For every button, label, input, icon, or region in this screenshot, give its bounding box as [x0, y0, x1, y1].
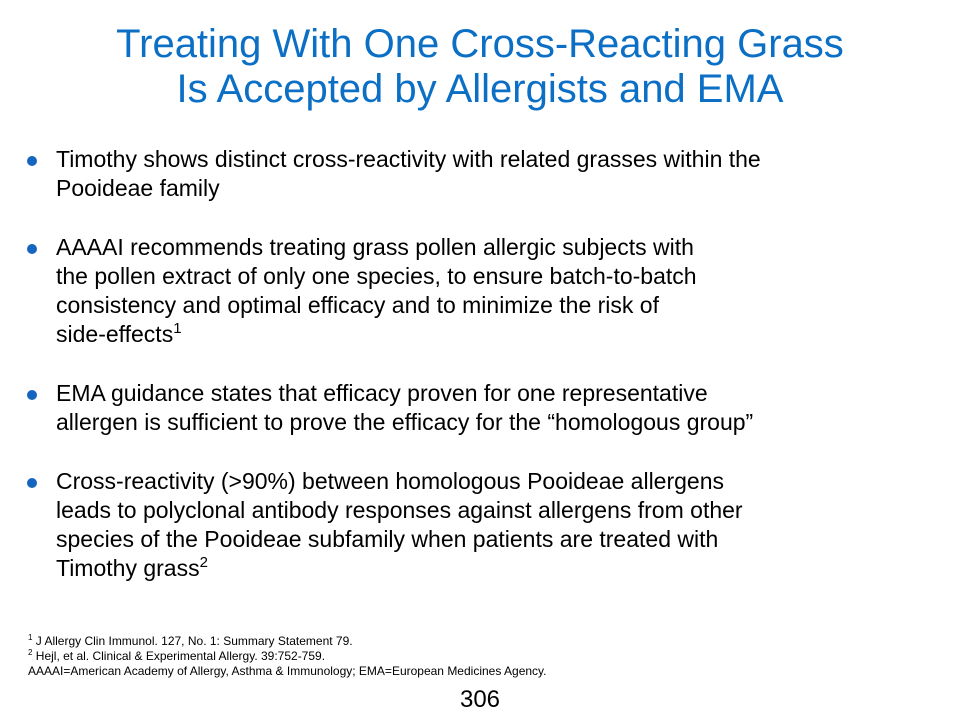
footnote-text: J Allergy Clin Immunol. 127, No. 1: Summ…	[32, 634, 353, 648]
footnote-reference-2: 2 Hejl, et al. Clinical & Experimental A…	[28, 649, 928, 664]
slide-title-line-2: Is Accepted by Allergists and EMA	[176, 67, 784, 111]
footnote-marker: 1	[173, 320, 182, 337]
footnote-reference-1: 1 J Allergy Clin Immunol. 127, No. 1: Su…	[28, 634, 928, 649]
bullet-dot-icon	[27, 156, 37, 166]
bullet-line-text: side-effects	[56, 321, 174, 347]
bullet-line: consistency and optimal efficacy and to …	[56, 292, 659, 318]
bullet-text: Timothy shows distinct cross-reactivity …	[56, 145, 924, 203]
bullet-line: allergen is sufficient to prove the effi…	[56, 409, 754, 435]
footnote-marker: 2	[199, 554, 208, 571]
footnote-abbreviations: AAAAI=American Academy of Allergy, Asthm…	[28, 664, 547, 678]
footnote-number: 1	[28, 633, 33, 642]
bullet-line: leads to polyclonal antibody responses a…	[56, 497, 743, 523]
bullet-text: Cross-reactivity (>90%) between homologo…	[56, 467, 924, 583]
footnote-number: 2	[28, 648, 33, 657]
slide-title-line-1: Treating With One Cross-Reacting Grass	[116, 22, 844, 66]
bullet-line: EMA guidance states that efficacy proven…	[56, 380, 708, 406]
page-number: 306	[459, 686, 501, 713]
bullet-line-text: Timothy grass	[56, 555, 200, 581]
bullet-line: side-effects1	[56, 320, 924, 349]
bullet-item-polyclonal-response: Cross-reactivity (>90%) between homologo…	[24, 467, 924, 583]
bullet-item-cross-reactivity: Timothy shows distinct cross-reactivity …	[24, 145, 924, 203]
bullet-line: Timothy shows distinct cross-reactivity …	[56, 146, 761, 172]
footnote-text: Hejl, et al. Clinical & Experimental All…	[32, 649, 326, 663]
bullet-text: EMA guidance states that efficacy proven…	[56, 379, 924, 437]
bullet-item-ema-guidance: EMA guidance states that efficacy proven…	[24, 379, 924, 437]
bullet-line: the pollen extract of only one species, …	[56, 263, 697, 289]
bullet-line: Timothy grass2	[56, 554, 924, 583]
bullet-list: Timothy shows distinct cross-reactivity …	[24, 145, 924, 613]
bullet-line: Pooideae family	[56, 175, 220, 201]
bullet-dot-icon	[27, 478, 37, 488]
bullet-line: AAAAI recommends treating grass pollen a…	[56, 234, 694, 260]
footnotes: 1 J Allergy Clin Immunol. 127, No. 1: Su…	[28, 634, 928, 679]
slide-title: Treating With One Cross-Reacting Grass I…	[20, 22, 940, 112]
bullet-dot-icon	[27, 390, 37, 400]
bullet-item-aaaai-recommendation: AAAAI recommends treating grass pollen a…	[24, 233, 924, 349]
bullet-line: Cross-reactivity (>90%) between homologo…	[56, 468, 724, 494]
bullet-text: AAAAI recommends treating grass pollen a…	[56, 233, 924, 349]
bullet-dot-icon	[27, 244, 37, 254]
bullet-line: species of the Pooideae subfamily when p…	[56, 526, 719, 552]
